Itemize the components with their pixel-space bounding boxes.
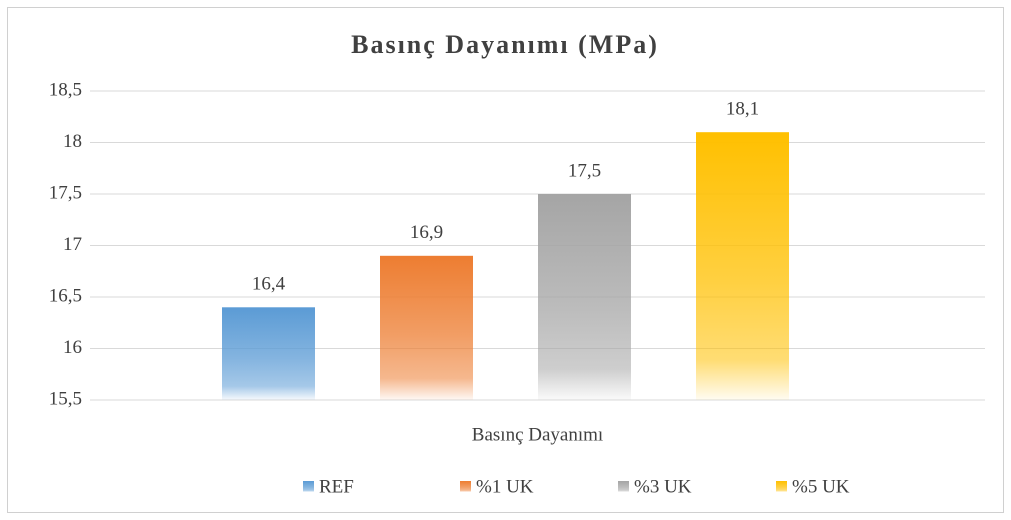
legend-swatch <box>776 481 787 492</box>
y-tick-label: 16,5 <box>49 285 82 306</box>
legend-swatch <box>460 481 471 492</box>
bar <box>696 132 789 400</box>
y-tick-label: 17 <box>63 234 82 255</box>
y-tick-label: 17,5 <box>49 182 82 203</box>
data-label: 17,5 <box>568 160 601 181</box>
legend-label: %3 UK <box>634 476 692 497</box>
data-label: 16,4 <box>252 274 286 295</box>
legend-label: %5 UK <box>792 476 850 497</box>
legend-label: REF <box>319 476 354 497</box>
legend-swatch <box>618 481 629 492</box>
bar <box>222 307 315 400</box>
y-tick-label: 18 <box>63 131 82 152</box>
bar <box>380 255 473 400</box>
chart-border <box>7 7 1004 513</box>
y-tick-label: 18,5 <box>49 79 82 100</box>
y-tick-label: 16 <box>63 337 82 358</box>
chart-title: Basınç Dayanımı (MPa) <box>351 30 659 59</box>
bar <box>538 194 631 400</box>
data-label: 16,9 <box>410 222 443 243</box>
y-tick-label: 15,5 <box>49 388 82 409</box>
legend-swatch <box>303 481 314 492</box>
legend-label: %1 UK <box>476 476 534 497</box>
data-label: 18,1 <box>726 99 759 120</box>
x-tick-label: Basınç Dayanımı <box>472 424 603 445</box>
